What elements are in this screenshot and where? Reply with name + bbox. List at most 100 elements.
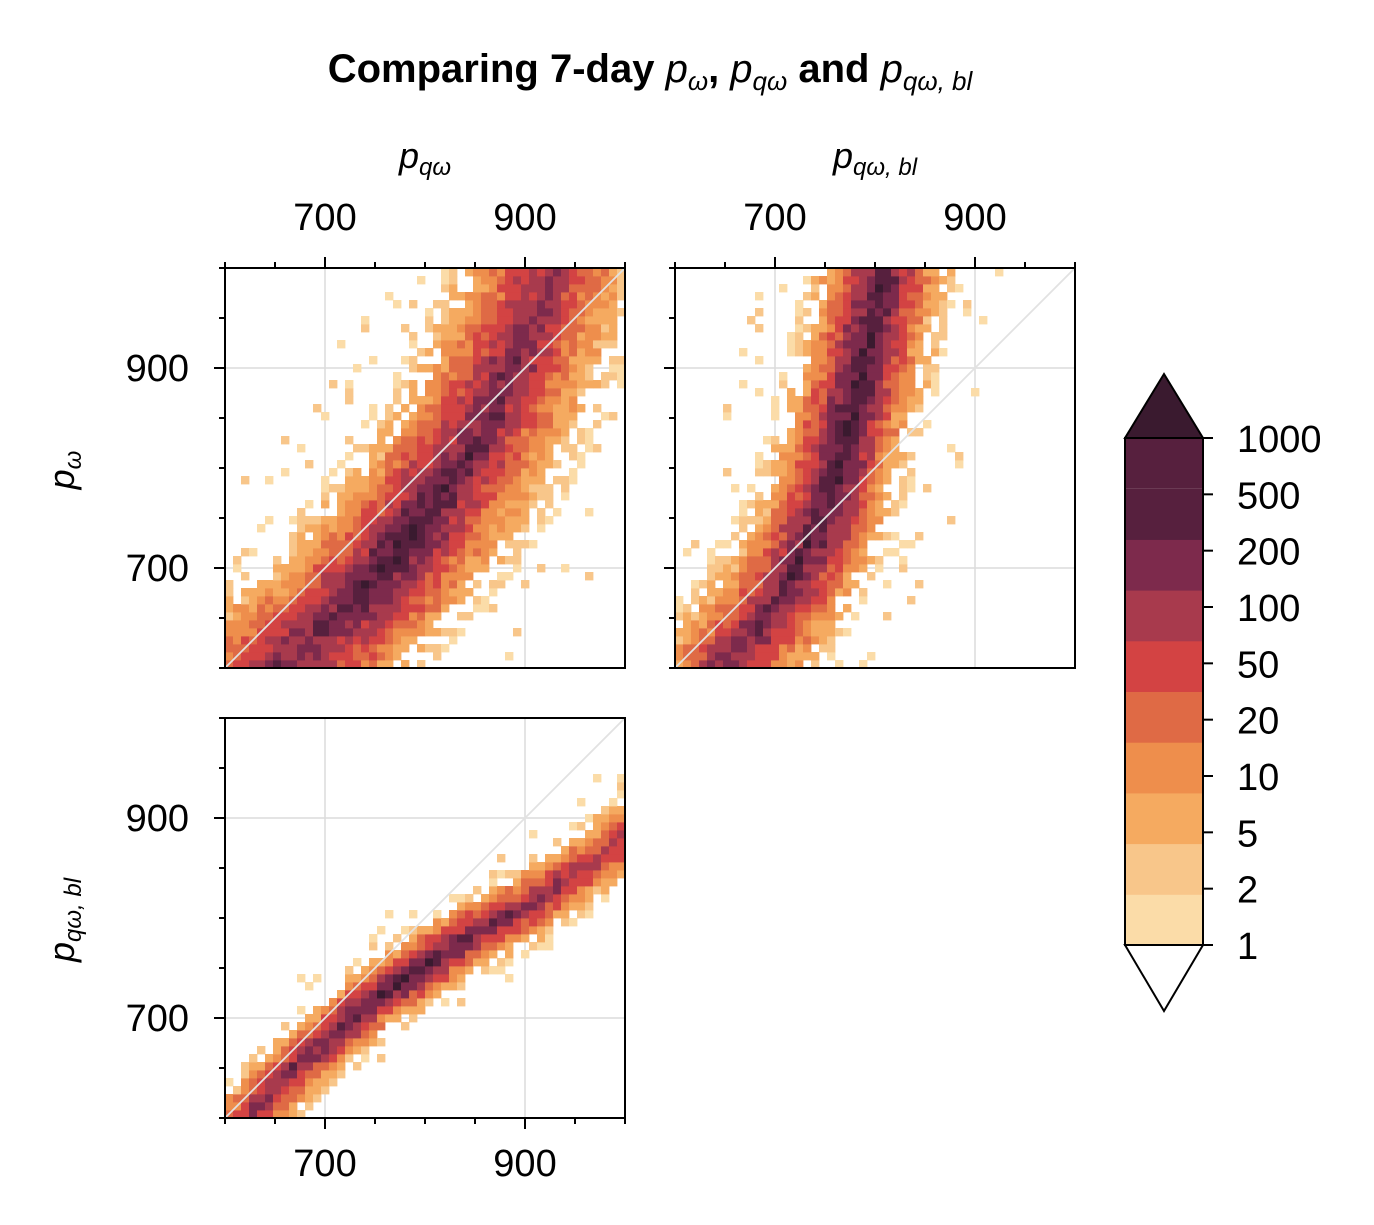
heatmap-cell bbox=[803, 404, 812, 413]
heatmap-cell bbox=[779, 636, 788, 645]
heatmap-cell bbox=[337, 644, 346, 653]
heatmap-cell bbox=[313, 524, 322, 533]
heatmap-cell bbox=[329, 1062, 338, 1071]
heatmap-cell bbox=[353, 580, 362, 589]
heatmap-cell bbox=[329, 644, 338, 653]
y-label-bottom: pqω, bl bbox=[41, 877, 87, 963]
heatmap-cell bbox=[505, 420, 514, 429]
heatmap-cell bbox=[827, 556, 836, 565]
heatmap-cell bbox=[321, 588, 330, 597]
heatmap-cell bbox=[891, 460, 900, 469]
heatmap-cell bbox=[827, 340, 836, 349]
heatmap-cell bbox=[297, 612, 306, 621]
heatmap-cell bbox=[265, 1078, 274, 1087]
heatmap-cell bbox=[537, 396, 546, 405]
heatmap-cell bbox=[771, 572, 780, 581]
heatmap-cell bbox=[425, 532, 434, 541]
heatmap-cell bbox=[811, 484, 820, 493]
heatmap-cell bbox=[257, 1046, 266, 1055]
heatmap-cell bbox=[473, 476, 482, 485]
heatmap-cell bbox=[739, 572, 748, 581]
heatmap-cell bbox=[249, 1062, 258, 1071]
heatmap-cell bbox=[385, 628, 394, 637]
heatmap-cell bbox=[361, 532, 370, 541]
heatmap-cell bbox=[449, 484, 458, 493]
heatmap-cell bbox=[465, 436, 474, 445]
heatmap-cell bbox=[795, 604, 804, 613]
heatmap-cell bbox=[393, 388, 402, 397]
heatmap-cell bbox=[899, 364, 908, 373]
heatmap-cell bbox=[675, 644, 684, 653]
heatmap-cell bbox=[835, 436, 844, 445]
heatmap-cell bbox=[345, 396, 354, 405]
heatmap-cell bbox=[457, 902, 466, 911]
heatmap-cell bbox=[851, 516, 860, 525]
heatmap-cell bbox=[401, 998, 410, 1007]
heatmap-cell bbox=[835, 508, 844, 517]
heatmap-cell bbox=[779, 604, 788, 613]
heatmap-cell bbox=[361, 500, 370, 509]
heatmap-cell bbox=[441, 388, 450, 397]
heatmap-cell bbox=[385, 548, 394, 557]
heatmap-cell bbox=[473, 420, 482, 429]
heatmap-cell bbox=[779, 372, 788, 381]
heatmap-cell bbox=[867, 300, 876, 309]
heatmap-cell bbox=[891, 356, 900, 365]
heatmap-cell bbox=[803, 508, 812, 517]
heatmap-cell bbox=[465, 500, 474, 509]
heatmap-cell bbox=[867, 508, 876, 517]
heatmap-cell bbox=[811, 412, 820, 421]
colorbar-label: 100 bbox=[1237, 588, 1300, 630]
heatmap-cell bbox=[755, 324, 764, 333]
heatmap-cell bbox=[747, 556, 756, 565]
heatmap-cell bbox=[473, 276, 482, 285]
heatmap-cell bbox=[345, 556, 354, 565]
heatmap-cell bbox=[851, 508, 860, 517]
heatmap-cell bbox=[859, 548, 868, 557]
heatmap-cell bbox=[609, 798, 618, 807]
heatmap-cell bbox=[393, 966, 402, 975]
heatmap-cell bbox=[593, 854, 602, 863]
heatmap-cell bbox=[819, 492, 828, 501]
colorbar-segment bbox=[1125, 843, 1203, 895]
heatmap-cell bbox=[345, 564, 354, 573]
heatmap-cell bbox=[473, 372, 482, 381]
heatmap-cell bbox=[465, 468, 474, 477]
heatmap-cell bbox=[843, 428, 852, 437]
heatmap-cell bbox=[803, 308, 812, 317]
heatmap-cell bbox=[481, 356, 490, 365]
heatmap-cell bbox=[377, 580, 386, 589]
heatmap-cell bbox=[811, 452, 820, 461]
heatmap-cell bbox=[835, 364, 844, 373]
heatmap-cell bbox=[875, 404, 884, 413]
heatmap-cell bbox=[465, 532, 474, 541]
heatmap-cell bbox=[683, 620, 692, 629]
heatmap-cell bbox=[835, 444, 844, 453]
heatmap-cell bbox=[787, 588, 796, 597]
heatmap-cell bbox=[843, 460, 852, 469]
heatmap-cell bbox=[313, 636, 322, 645]
heatmap-cell bbox=[899, 340, 908, 349]
heatmap-cell bbox=[457, 404, 466, 413]
heatmap-cell bbox=[249, 1094, 258, 1103]
heatmap-cell bbox=[779, 596, 788, 605]
heatmap-cell bbox=[755, 572, 764, 581]
heatmap-cell bbox=[369, 564, 378, 573]
heatmap-cell bbox=[449, 636, 458, 645]
heatmap-cell bbox=[481, 492, 490, 501]
heatmap-cell bbox=[601, 380, 610, 389]
heatmap-cell bbox=[513, 484, 522, 493]
heatmap-cell bbox=[369, 492, 378, 501]
heatmap-cell bbox=[755, 308, 764, 317]
heatmap-cell bbox=[521, 444, 530, 453]
heatmap-cell bbox=[795, 348, 804, 357]
ticks bbox=[664, 257, 1076, 669]
heatmap-cell bbox=[449, 974, 458, 983]
heatmap-cell bbox=[915, 580, 924, 589]
heatmap-cell bbox=[409, 508, 418, 517]
heatmap-cell bbox=[393, 612, 402, 621]
heatmap-cell bbox=[899, 372, 908, 381]
heatmap-cell bbox=[249, 604, 258, 613]
heatmap-cell bbox=[843, 572, 852, 581]
heatmap-cell bbox=[449, 284, 458, 293]
